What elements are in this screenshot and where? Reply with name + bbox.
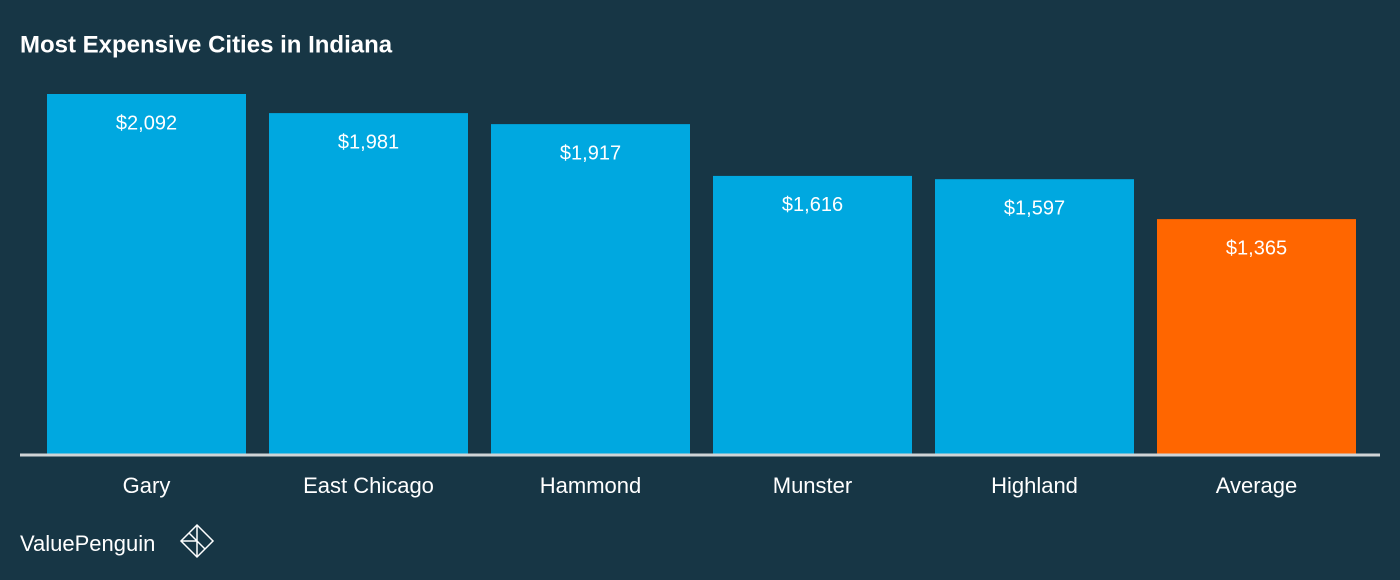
bar xyxy=(269,113,468,454)
bar xyxy=(47,94,246,454)
value-label: $1,597 xyxy=(1004,197,1065,219)
x-tick-label: Gary xyxy=(123,473,171,498)
brand: ValuePenguin xyxy=(20,531,155,556)
x-tick-label: Average xyxy=(1216,473,1298,498)
chart-title: Most Expensive Cities in Indiana xyxy=(20,31,393,58)
x-tick-label: East Chicago xyxy=(303,473,434,498)
bar xyxy=(491,124,690,455)
x-tick-label: Hammond xyxy=(540,473,641,498)
value-label: $2,092 xyxy=(116,112,177,134)
bar xyxy=(713,175,912,454)
brand-logo xyxy=(179,523,215,559)
value-label: $1,616 xyxy=(782,194,843,216)
bar xyxy=(935,179,1134,454)
value-label: $1,917 xyxy=(560,142,621,164)
value-label: $1,981 xyxy=(338,131,399,153)
x-tick-label: Highland xyxy=(991,473,1078,498)
x-tick-label: Munster xyxy=(773,473,852,498)
value-label: $1,365 xyxy=(1226,237,1287,259)
bar xyxy=(1157,219,1356,454)
